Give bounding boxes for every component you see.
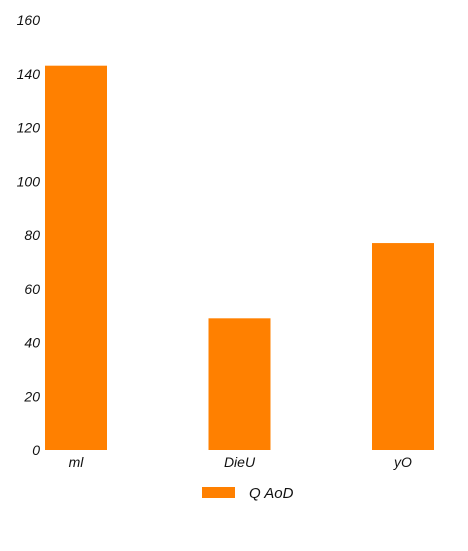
y-tick-label: 20 xyxy=(23,388,40,404)
bar-ml xyxy=(45,65,107,450)
legend: Q AoD xyxy=(202,485,294,502)
bar-yo xyxy=(372,243,434,450)
legend-label: Q AoD xyxy=(249,485,294,502)
bar-dieu xyxy=(208,318,271,450)
y-tick-label: 80 xyxy=(24,227,40,243)
x-tick-label: DieU xyxy=(224,454,256,470)
x-tick-label: ml xyxy=(69,454,85,470)
y-axis: 0 20 40 60 80 100 120 140 160 xyxy=(17,12,41,458)
y-tick-label: 40 xyxy=(24,335,40,351)
x-axis: ml DieU yO xyxy=(69,454,412,470)
y-tick-label: 140 xyxy=(17,66,41,82)
bars-group xyxy=(45,65,434,450)
y-tick-label: 0 xyxy=(32,442,40,458)
x-tick-label: yO xyxy=(393,454,412,470)
y-tick-label: 160 xyxy=(17,12,41,28)
legend-swatch xyxy=(202,487,235,498)
y-tick-label: 100 xyxy=(17,173,41,189)
y-tick-label: 60 xyxy=(24,281,40,297)
y-tick-label: 120 xyxy=(17,120,41,136)
